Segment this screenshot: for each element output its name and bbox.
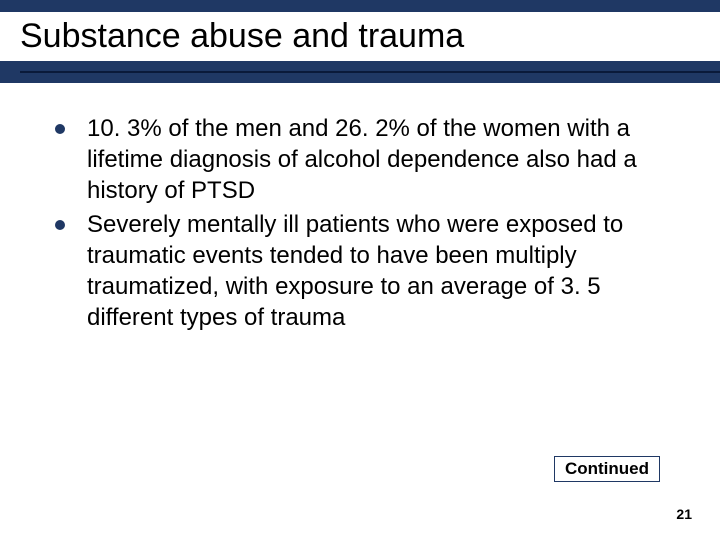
continued-box: Continued xyxy=(554,456,660,482)
bullet-icon xyxy=(55,220,65,230)
bullet-icon xyxy=(55,124,65,134)
divider-line xyxy=(20,71,720,73)
list-item: 10. 3% of the men and 26. 2% of the wome… xyxy=(55,113,670,207)
page-number: 21 xyxy=(676,506,692,522)
slide-title: Substance abuse and trauma xyxy=(20,17,720,56)
continued-label: Continued xyxy=(565,459,649,478)
top-band xyxy=(0,0,720,12)
bullet-text: 10. 3% of the men and 26. 2% of the wome… xyxy=(87,113,670,207)
title-area: Substance abuse and trauma xyxy=(0,12,720,61)
list-item: Severely mentally ill patients who were … xyxy=(55,209,670,334)
content-area: 10. 3% of the men and 26. 2% of the wome… xyxy=(0,83,720,333)
divider-band xyxy=(0,61,720,83)
bullet-text: Severely mentally ill patients who were … xyxy=(87,209,670,334)
bullet-list: 10. 3% of the men and 26. 2% of the wome… xyxy=(55,113,670,333)
